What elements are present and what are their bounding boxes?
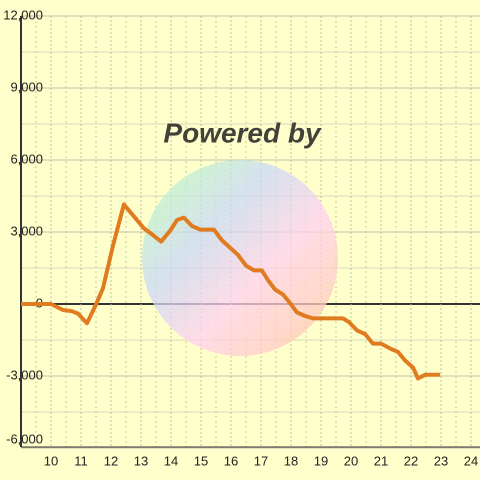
x-tick-label: 16: [224, 453, 238, 468]
x-tick-label: 17: [254, 453, 268, 468]
x-tick-label: 10: [44, 453, 58, 468]
x-tick-label: 18: [284, 453, 298, 468]
x-tick-label: 22: [404, 453, 418, 468]
y-tick-label: 9,000: [10, 79, 43, 94]
data-line: [21, 202, 441, 381]
y-tick-label: 12,000: [3, 7, 43, 22]
y-tick-label: 3,000: [10, 223, 43, 238]
x-tick-label: 15: [194, 453, 208, 468]
y-tick-label: 6,000: [10, 151, 43, 166]
watermark-text: Powered by: [163, 117, 322, 148]
x-tick-label: 23: [434, 453, 448, 468]
x-tick-label: 24: [464, 453, 478, 468]
x-tick-label: 14: [164, 453, 178, 468]
x-tick-label: 13: [134, 453, 148, 468]
x-tick-label: 21: [374, 453, 388, 468]
x-tick-label: 11: [74, 453, 88, 468]
x-tick-label: 12: [104, 453, 118, 468]
x-tick-label: 19: [314, 453, 328, 468]
y-tick-label: -3,000: [6, 367, 43, 382]
x-tick-label: 20: [344, 453, 358, 468]
y-tick-label: -6,000: [6, 431, 43, 446]
